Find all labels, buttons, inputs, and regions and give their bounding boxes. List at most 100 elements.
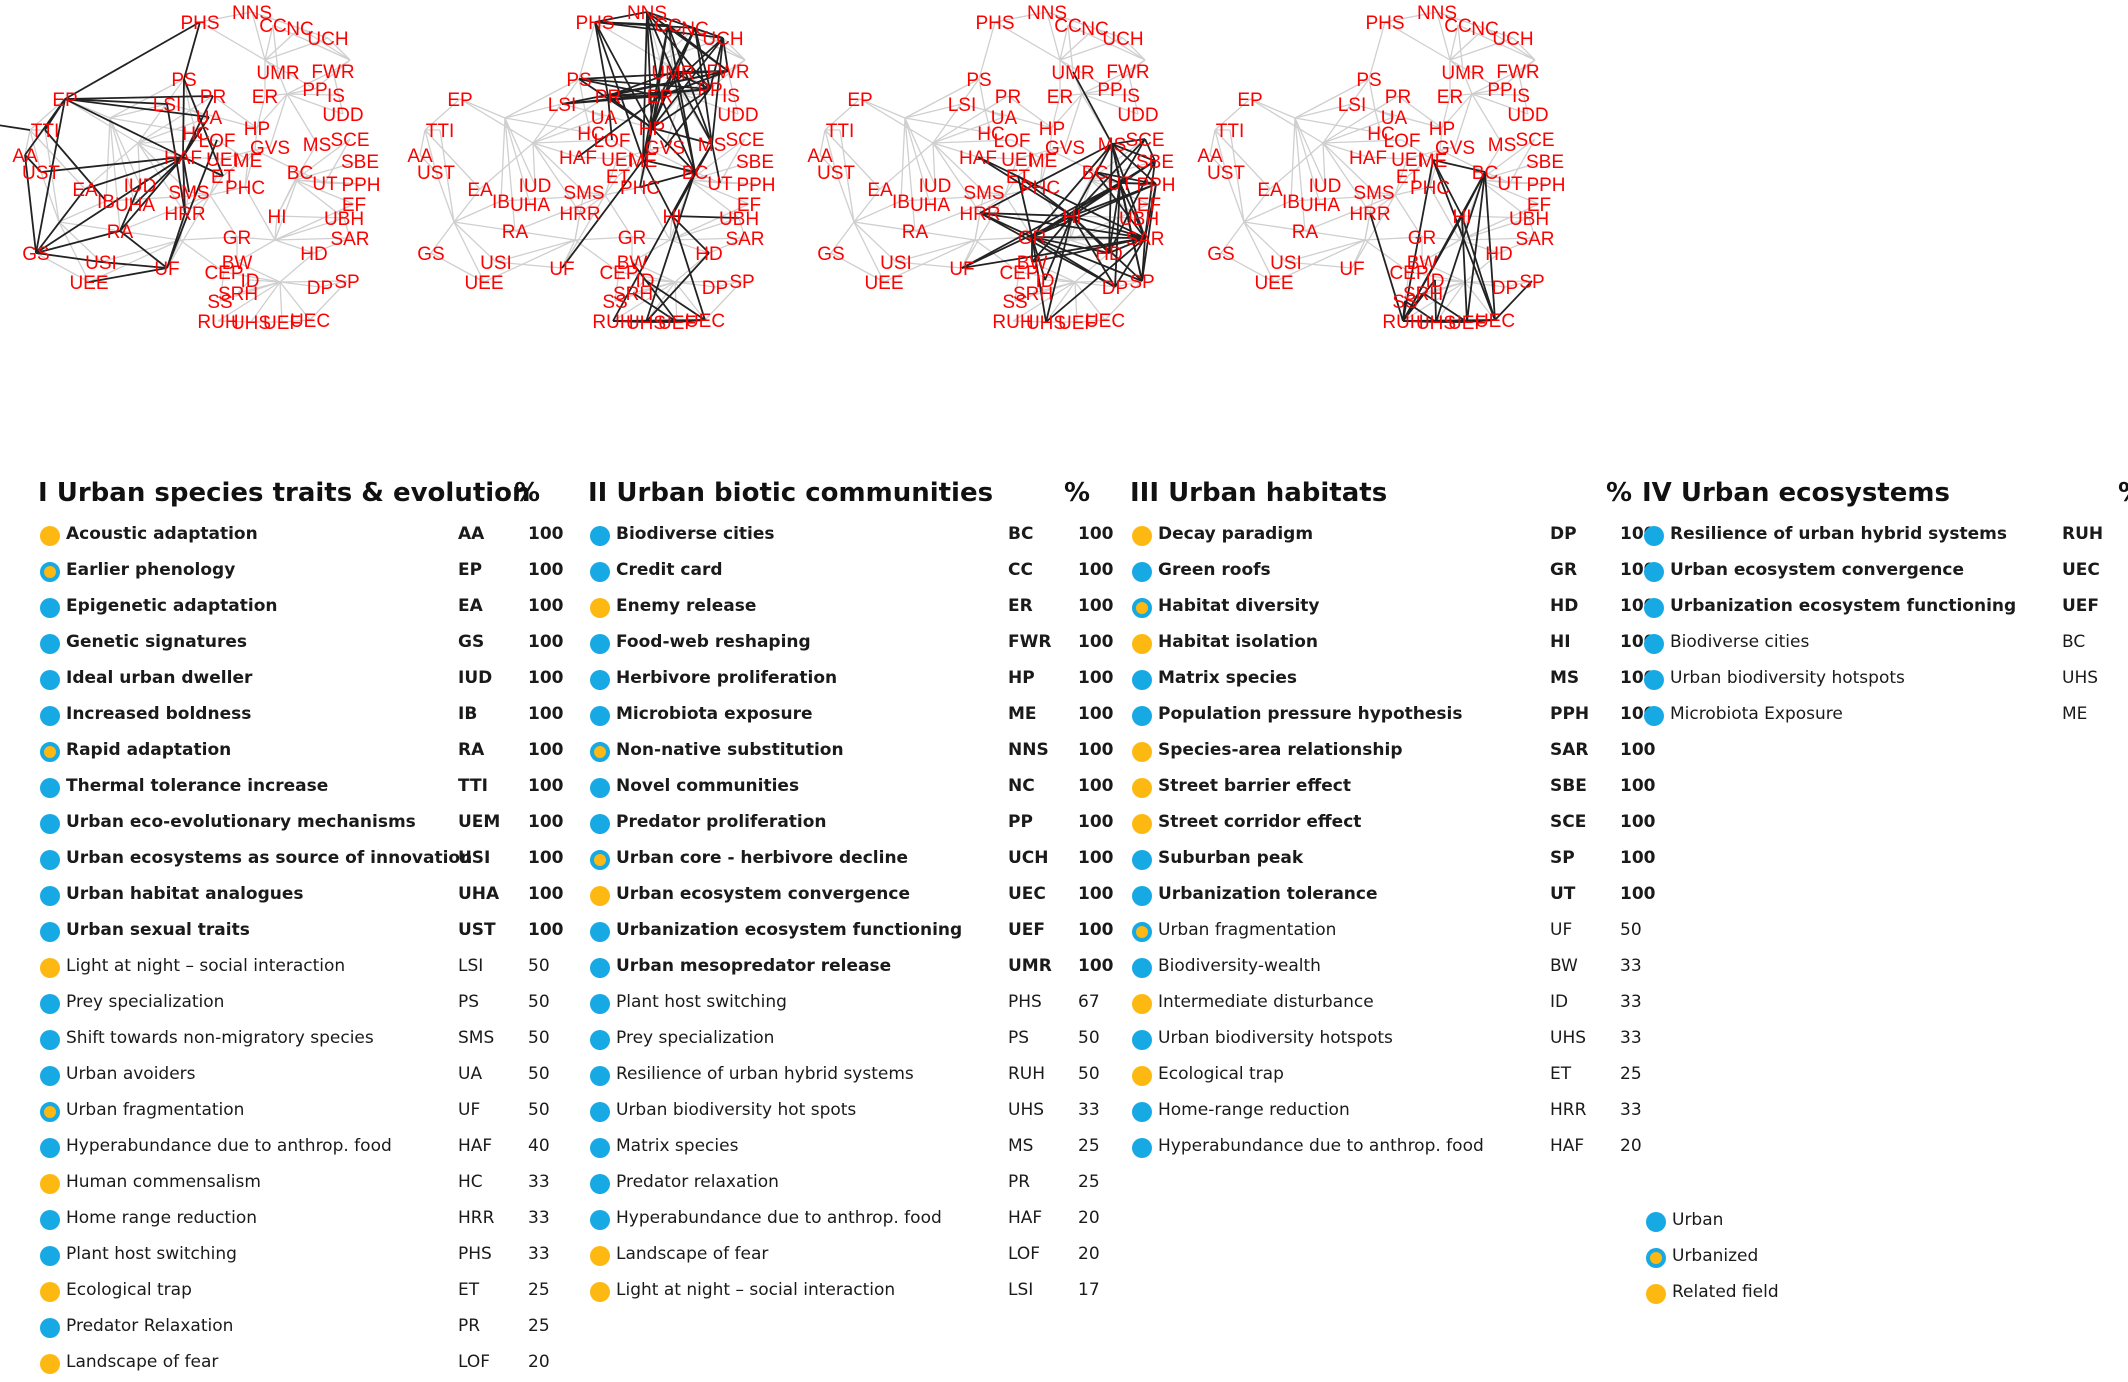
node-label: UEE [1254,273,1293,294]
highlighted-edge [1031,143,1113,238]
network-edge [578,78,586,111]
concept-row: Food-web reshaping FWR 100 [576,626,1114,662]
node-label: PPH [341,175,380,196]
concept-name: Urban ecosystem convergence [616,884,911,904]
node-label: SMS [563,183,604,204]
concept-percent: 40 [528,1136,550,1156]
network-edge [1512,37,1536,61]
highlighted-edge [1432,159,1463,217]
concept-code: CC [1008,560,1033,580]
highlighted-edge [561,95,661,105]
node-label: EF [737,195,761,216]
network-edge [58,221,90,283]
network-edge [1436,11,1514,39]
network-edge [222,149,256,177]
urban-dot-icon [40,1066,60,1086]
network-edge [199,21,266,61]
node-label: USI [880,253,912,274]
concept-row: Genetic signatures GS 100 [26,626,564,662]
node-label: SBE [1526,152,1564,173]
node-label: PS [966,70,991,91]
concept-name: Herbivore proliferation [616,668,838,688]
urban-dot-icon [1132,1030,1152,1050]
node-label: NC [286,19,313,40]
concept-percent: 20 [528,1352,550,1372]
network-edge [294,179,355,205]
network-edge [853,221,916,232]
node-label: RA [1292,222,1319,243]
concept-percent: 100 [528,560,564,580]
network-edge [604,158,618,196]
network-edge [719,182,757,185]
urbanized-dot-icon [40,1102,60,1122]
concept-code: UCH [1008,848,1049,868]
urban-dot-icon [40,994,60,1014]
highlighted-edge [1432,159,1486,173]
network-edge [883,239,976,283]
node-label: UMR [651,63,694,84]
concept-code: UHS [1550,1028,1587,1048]
node-label: IUD [919,176,952,197]
network-edge [853,221,885,283]
network-edge [932,139,1013,144]
highlighted-edge [166,103,186,214]
node-label: BC [682,163,708,184]
node-label: IS [1122,86,1140,107]
node-label: UEC [1085,311,1125,332]
node-label: NNS [1027,3,1067,24]
node-label: IUD [124,176,157,197]
concept-name: Urban biodiversity hot spots [616,1100,857,1120]
concept-name: Predator relaxation [616,1172,779,1192]
network-edge [219,271,225,302]
network-edge [669,203,750,241]
node-label: LOF [594,131,631,152]
network-edge [738,217,746,239]
network-edge [1214,98,1251,131]
concept-code: IUD [458,668,493,688]
node-label: HD [695,244,722,265]
network-edge [1294,117,1382,134]
highlighted-edge [639,171,696,188]
node-label: UST [1207,163,1245,184]
network-edge [1081,88,1111,95]
network-edge [250,281,281,323]
concept-percent: 50 [528,992,550,1012]
concept-percent: 100 [1620,740,1656,760]
node-label: ER [647,87,673,108]
highlighted-edge [1108,143,1113,254]
network-edge [212,95,258,129]
node-label: HRR [1349,204,1390,225]
panel-header: I Urban species traits & evolution % [26,468,556,518]
network-edge [251,11,329,39]
network-edge [199,11,253,23]
concept-percent: 100 [1078,704,1114,724]
network-edge [40,171,60,223]
node-label: HP [1039,119,1065,140]
highlighted-edge [1111,143,1156,162]
urban-dot-icon [1644,634,1664,654]
concept-list: Decay paradigm DP 100 Green roofs GR 100 Habit… [1118,518,1656,1166]
network-edge [674,280,743,283]
concept-row: Urban biodiversity hotspots UHS 33 [1118,1022,1648,1058]
concept-name: Biodiverse cities [1670,632,1810,652]
node-label: UBH [1119,209,1159,230]
concept-percent: 100 [528,668,564,688]
network-edge [1441,93,1473,129]
network-edge [100,239,181,263]
node-label: NNS [1417,3,1457,24]
highlighted-edge [44,129,107,202]
highlighted-edge [84,156,184,190]
concept-code: DP [1550,524,1577,544]
network-edge [961,239,976,269]
node-label: EA [72,180,98,201]
network-edge [709,59,746,90]
concept-code: UT [1550,884,1576,904]
highlighted-edge [1094,171,1146,239]
concept-percent: 100 [1620,776,1656,796]
highlighted-edge [1094,171,1121,184]
node-label: GS [22,244,49,265]
network-edge [277,71,288,95]
network-edge [1457,24,1536,61]
node-label: GS [417,244,444,265]
